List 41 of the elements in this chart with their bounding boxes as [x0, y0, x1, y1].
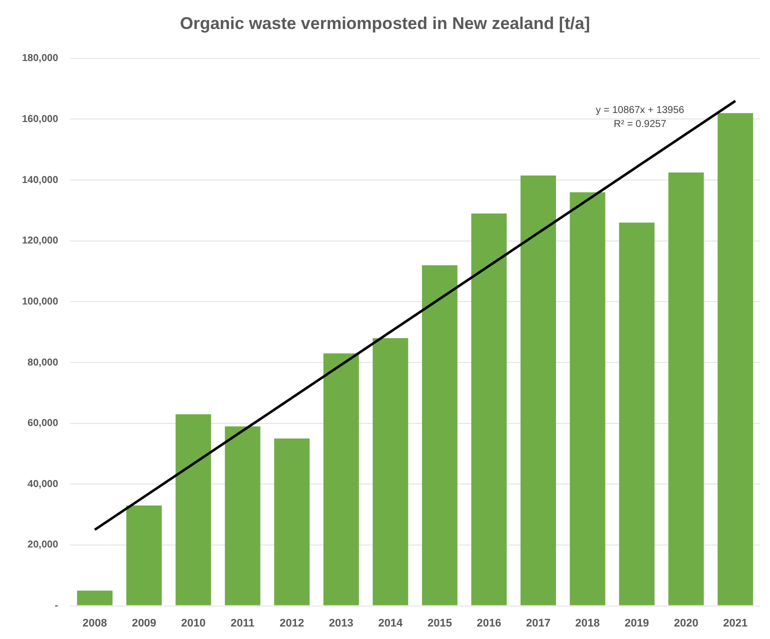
- x-tick-label: 2009: [132, 617, 156, 630]
- x-tick-label: 2014: [378, 617, 404, 630]
- bar: [668, 172, 704, 606]
- x-tick-label: 2020: [674, 617, 698, 630]
- y-tick-label: 40,000: [28, 478, 59, 490]
- bar: [520, 175, 556, 606]
- annotation: R² = 0.9257: [614, 119, 667, 130]
- bar: [274, 438, 310, 606]
- bar: [718, 113, 754, 606]
- y-tick-label: 120,000: [22, 236, 59, 247]
- bar: [471, 213, 507, 606]
- y-tick-label: 100,000: [22, 296, 59, 308]
- y-tick-label: 140,000: [22, 174, 59, 186]
- x-tick-label: 2021: [723, 617, 748, 630]
- chart-title: Organic waste vermiomposted in New zealand [t/a]: [180, 14, 590, 33]
- y-tick-label: 60,000: [28, 418, 59, 430]
- bar: [126, 505, 162, 606]
- bar: [224, 426, 260, 606]
- x-tick-label: 2018: [575, 617, 600, 630]
- x-tick-label: 2008: [82, 617, 108, 630]
- x-tick-label: 2015: [427, 617, 452, 630]
- x-tick-label: 2011: [230, 617, 255, 630]
- y-tick-label: -: [54, 600, 58, 612]
- x-tick-label: 2016: [476, 617, 502, 630]
- y-tick-label: 80,000: [28, 357, 59, 368]
- bar: [422, 265, 458, 606]
- x-tick-label: 2019: [624, 617, 650, 630]
- x-tick-label: 2013: [328, 617, 354, 630]
- bar: [176, 414, 212, 606]
- annotation: y = 10867x + 13956: [596, 105, 685, 116]
- x-tick-label: 2012: [280, 617, 304, 630]
- x-tick-label: 2010: [181, 617, 206, 630]
- bar: [323, 353, 359, 606]
- bar: [570, 192, 606, 606]
- y-tick-label: 20,000: [28, 540, 59, 551]
- y-tick-label: 180,000: [22, 53, 59, 64]
- bar: [372, 338, 408, 606]
- bar: [619, 222, 655, 606]
- bar: [77, 590, 113, 606]
- y-tick-label: 160,000: [22, 114, 59, 125]
- x-tick-label: 2017: [526, 617, 551, 630]
